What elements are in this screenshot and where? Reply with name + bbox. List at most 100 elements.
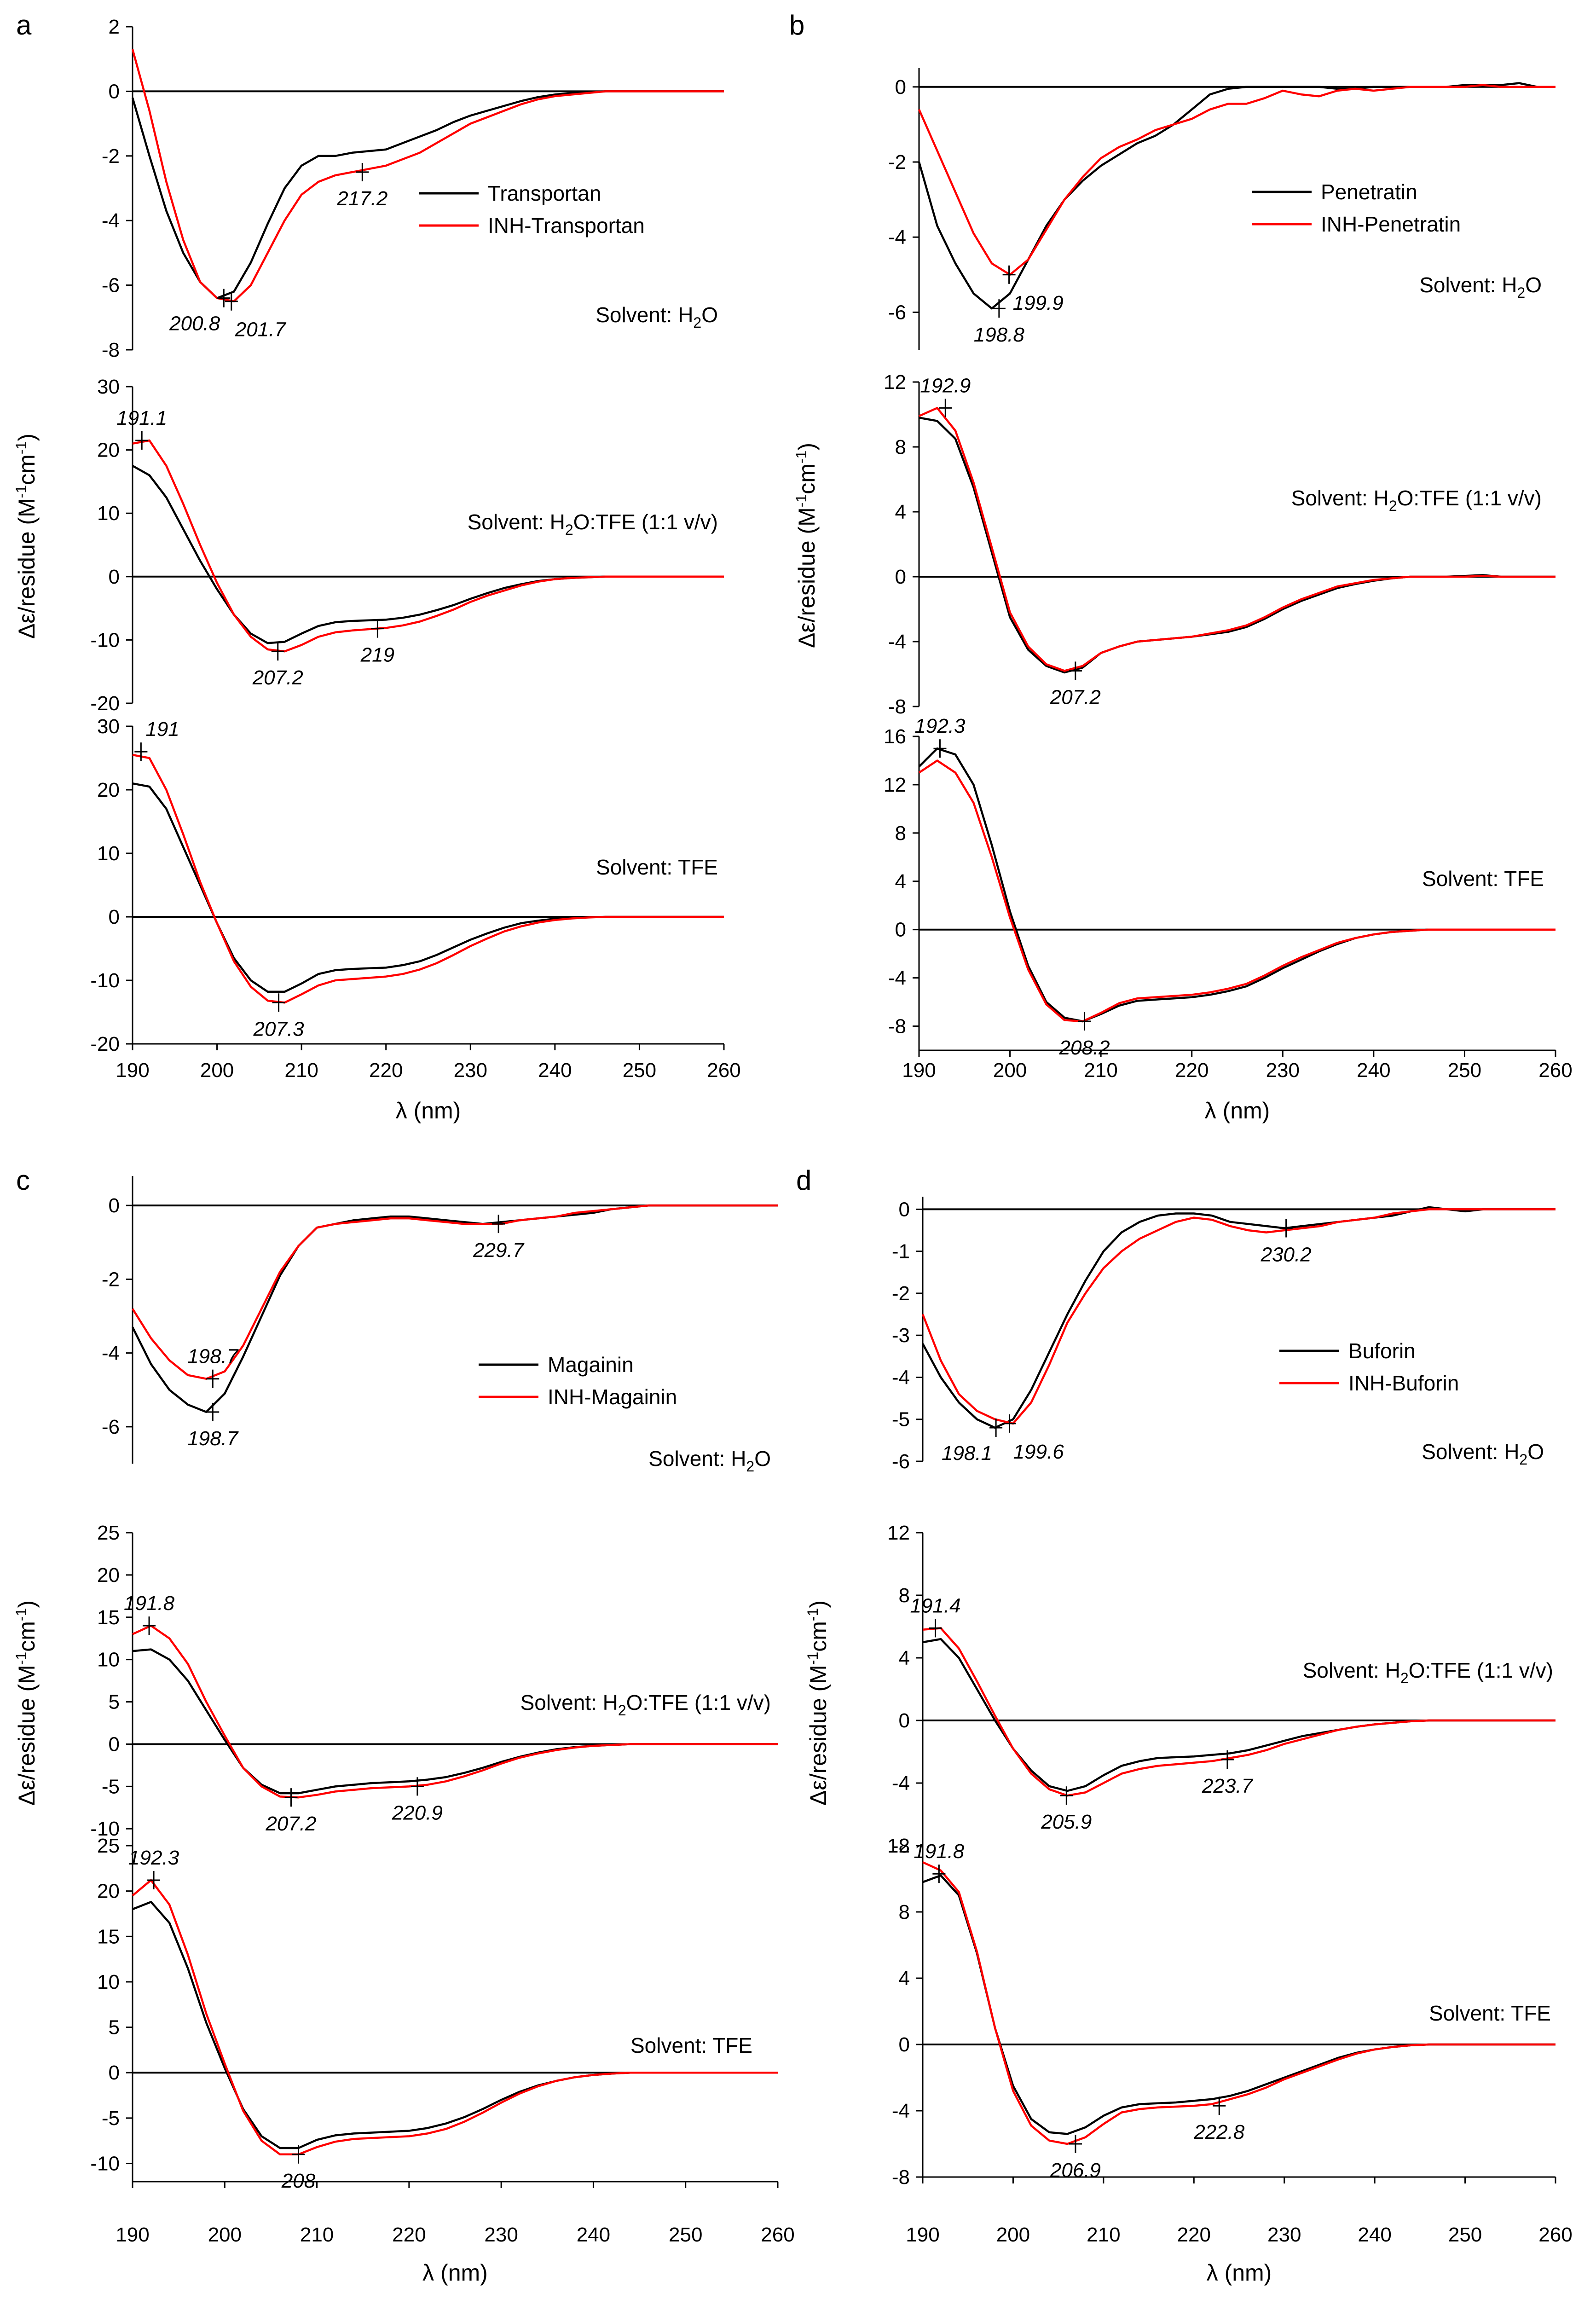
y-tick-label: 2 [109, 16, 120, 38]
y-tick-label: -4 [888, 226, 906, 249]
y-title-superscript: -1 [13, 1608, 29, 1621]
peak-label: 207.2 [265, 1813, 316, 1835]
y-title-superscript: -1 [804, 1608, 821, 1621]
solvent-text: Solvent: TFE [1429, 2001, 1551, 2025]
series-line-inh-buforin [921, 1208, 1556, 1425]
y-tick-label: 4 [895, 501, 906, 523]
series-line-inh-buforin [922, 1861, 1556, 2145]
peak-label: 198.1 [942, 1442, 992, 1465]
peak-label: 207.2 [1050, 686, 1101, 708]
solvent-subscript: 2 [1519, 1451, 1527, 1468]
y-tick-label: -4 [102, 209, 120, 232]
x-tick-label: 190 [116, 2224, 149, 2246]
solvent-subscript: 2 [618, 1702, 626, 1719]
solvent-text: Solvent: TFE [1422, 867, 1544, 891]
y-tick-label: 0 [895, 76, 906, 98]
series-line-inh-transportan [131, 49, 724, 302]
solvent-text: Solvent: H [1422, 1440, 1519, 1464]
series-line-magainin [132, 1901, 778, 2149]
y-tick-label: -2 [102, 145, 120, 168]
y-tick-label: 0 [109, 2062, 120, 2084]
series-line-inh-buforin [922, 1627, 1556, 1797]
peak-label: 207.3 [253, 1018, 305, 1040]
solvent-text: Solvent: H [1303, 1658, 1400, 1682]
solvent-text: Solvent: H [1419, 273, 1517, 297]
x-tick-label: 220 [369, 1059, 403, 1082]
y-tick-label: 10 [97, 502, 120, 525]
peak-label: 208.2 [1059, 1037, 1110, 1059]
y-tick-label: -20 [90, 692, 120, 715]
x-tick-label: 200 [993, 1059, 1027, 1082]
y-tick-label: 8 [899, 1901, 910, 1923]
y-title-superscript: -1 [804, 1652, 821, 1665]
x-tick-label: 240 [577, 2224, 610, 2246]
y-tick-label: -4 [892, 1366, 910, 1389]
solvent-subscript: 2 [1400, 1670, 1409, 1686]
solvent-text: Solvent: H [520, 1691, 618, 1714]
x-tick-label: 260 [1538, 2224, 1572, 2246]
peak-label: 192.9 [920, 374, 971, 397]
peak-label: 200.8 [169, 313, 220, 335]
y-tick-label: -4 [888, 631, 906, 653]
solvent-subscript: 2 [1517, 284, 1525, 301]
peak-label: 222.8 [1193, 2121, 1245, 2143]
x-tick-label: 230 [484, 2224, 518, 2246]
y-title-text: Δε/residue (M [794, 507, 820, 648]
y-tick-label: 0 [899, 1709, 910, 1732]
subplot-c-1: -6 -4 -2 0 198.7 198.7 229.7 Solvent: H2O [102, 1176, 778, 1475]
subplot-b-1: -6 -4 -2 0 198.8 199.9 Solvent: H2O [888, 68, 1556, 350]
y-tick-label: -3 [892, 1324, 910, 1347]
y-title-text: Δε/residue (M [805, 1665, 831, 1806]
solvent-label: Solvent: TFE [630, 2033, 752, 2057]
x-tick-label: 190 [902, 1059, 936, 1082]
subplot-c-2: -10 -5 0 5 10 15 20 25 191.8 207.2 220.9 Solvent: H… [90, 1522, 778, 1846]
peak-label: 192.3 [128, 1847, 179, 1869]
y-tick-label: 16 [884, 725, 906, 748]
y-tick-label: -6 [102, 1416, 120, 1438]
series-line-inh-magainin [132, 1204, 778, 1380]
solvent-text: O [1527, 1440, 1544, 1464]
solvent-label: Solvent: H2O [1422, 1440, 1544, 1468]
peak-label: 219 [360, 644, 394, 666]
y-title-text: Δε/residue (M [14, 498, 40, 639]
x-tick-label: 260 [1538, 1059, 1572, 1082]
y-tick-label: 0 [109, 906, 120, 928]
y-tick-label: 12 [884, 774, 906, 796]
peak-label: 201.7 [235, 319, 287, 341]
y-tick-label: -20 [90, 1033, 120, 1055]
series-line-penetratin [919, 417, 1556, 674]
y-title-text: cm [794, 463, 820, 494]
series-line-inh-penetratin [918, 759, 1556, 1023]
y-tick-label: 8 [895, 822, 906, 845]
panel-letter: d [796, 1165, 811, 1196]
panel-letter: a [16, 10, 32, 41]
series-line-magainin [132, 1648, 778, 1795]
y-tick-label: -8 [888, 1015, 906, 1038]
x-axis-title: λ (nm) [396, 1098, 461, 1123]
x-tick-label: 230 [454, 1059, 487, 1082]
solvent-text: Solvent: TFE [630, 2033, 752, 2057]
peak-label: 205.9 [1041, 1811, 1092, 1833]
y-tick-label: -4 [888, 967, 906, 990]
panel-letter: b [789, 10, 804, 41]
peak-label: 206.9 [1050, 2159, 1101, 2182]
y-title-text: Δε/residue (M [14, 1665, 40, 1806]
peak-label: 217.2 [336, 187, 387, 210]
solvent-text: O:TFE (1:1 v/v) [1409, 1658, 1553, 1682]
series-line-transportan [132, 782, 724, 993]
y-title-text: cm [14, 454, 40, 485]
y-tick-label: -4 [102, 1342, 120, 1365]
y-tick-label: 20 [97, 1880, 120, 1903]
x-tick-label: 220 [392, 2224, 426, 2246]
legend-label: Penetratin [1321, 180, 1417, 204]
y-axis-title: Δε/residue (M-1cm-1) [13, 1600, 40, 1806]
solvent-text: Solvent: H [468, 510, 565, 534]
y-axis-title: Δε/residue (M-1cm-1) [793, 443, 820, 648]
y-tick-label: -10 [90, 969, 120, 992]
y-tick-label: 25 [97, 1835, 120, 1857]
y-title-superscript: -1 [13, 1652, 29, 1665]
y-tick-label: -5 [102, 1775, 120, 1798]
y-title-text: ) [14, 434, 40, 441]
